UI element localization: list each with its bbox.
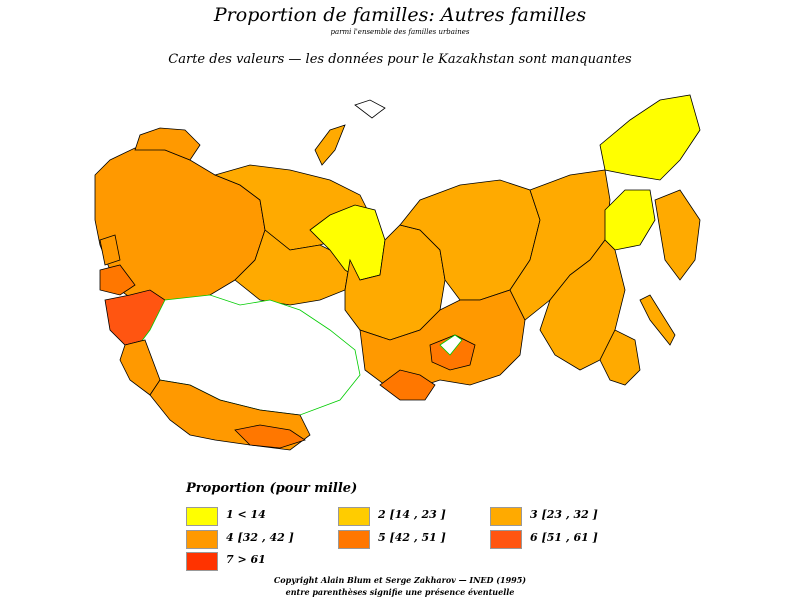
region-tuva — [379, 369, 436, 401]
legend-swatch — [338, 530, 370, 549]
region-sakhalin — [639, 294, 676, 346]
choropleth-map — [94, 94, 701, 451]
region-novaya-zemlya — [314, 124, 346, 166]
region-khabarovsk — [539, 239, 626, 371]
region-baltic — [99, 234, 121, 266]
region-chukotka — [599, 94, 701, 181]
legend-swatch — [186, 552, 218, 571]
map-note: Carte des valeurs — les données pour le … — [168, 52, 632, 67]
region-primorye — [599, 329, 641, 386]
region-tajikistan — [234, 424, 306, 449]
region-islands-north — [354, 99, 386, 119]
region-kamchatka — [654, 189, 701, 281]
legend-label: 7 > 61 — [226, 553, 266, 566]
legend-swatch — [490, 530, 522, 549]
legend-swatch — [186, 530, 218, 549]
region-magadan — [604, 189, 656, 251]
region-belarus-moldova — [99, 264, 136, 296]
lake-baikal — [439, 334, 463, 356]
legend-label: 5 [42 , 51 ] — [378, 531, 446, 544]
legend-swatch — [186, 507, 218, 526]
legend-swatch — [490, 507, 522, 526]
copyright-line: Copyright Alain Blum et Serge Zakharov —… — [273, 575, 527, 585]
map-title: Proportion de familles: Autres familles — [213, 4, 587, 26]
footnote-line: entre parenthèses signifie une présence … — [285, 587, 515, 597]
legend-label: 6 [51 , 61 ] — [530, 531, 598, 544]
legend-label: 4 [32 , 42 ] — [226, 531, 294, 544]
region-kola — [134, 127, 201, 161]
legend-label: 1 < 14 — [226, 508, 266, 521]
legend-title: Proportion (pour mille) — [186, 481, 358, 496]
map-subtitle: parmi l'ensemble des familles urbaines — [330, 28, 470, 36]
legend-label: 3 [23 , 32 ] — [530, 508, 598, 521]
legend-label: 2 [14 , 23 ] — [378, 508, 446, 521]
legend-swatch — [338, 507, 370, 526]
